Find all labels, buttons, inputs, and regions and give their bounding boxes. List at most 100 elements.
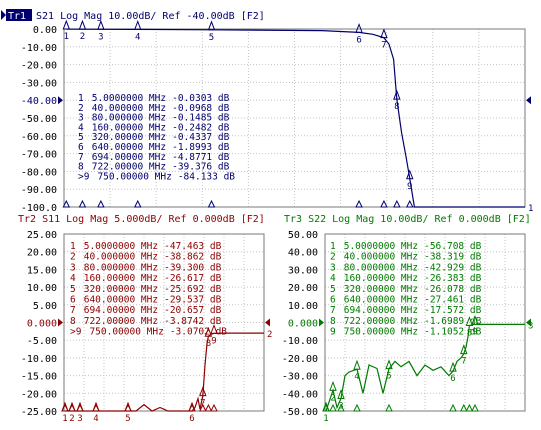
marker-readout-frequency: 40.000000 MHz [84,252,158,263]
marker-label: 3 [338,401,343,411]
marker-readout-row: 7 694.00000 MHz -17.572 dB [330,305,482,316]
marker-5-triangle[interactable] [207,20,216,31]
marker-readout-number: 3 [330,262,336,273]
tr1-tag-box[interactable] [6,9,32,21]
y-tick-label: -60.00 [21,132,57,143]
marker-label: 4 [135,32,140,42]
marker-readout-number: 6 [78,142,84,153]
marker-4-triangle[interactable] [134,20,142,30]
marker-readout-row: 6 640.00000 MHz -1.8993 dB [78,142,230,153]
marker-readout-value: -0.2482 dB [172,122,229,133]
marker-stimulus-icon [61,403,69,412]
marker-readout-number: 7 [330,305,336,316]
tr2-tag[interactable]: Tr2 [18,214,36,225]
marker-readout-value: -17.572 dB [424,305,481,316]
marker-readout-value: -1.8993 dB [172,142,229,153]
ref-level-left-arrow-icon[interactable] [58,96,63,105]
y-tick-label: -20.00 [282,354,318,365]
marker-6-triangle[interactable] [355,22,363,33]
marker-8-triangle[interactable] [204,326,213,337]
y-tick-label: 25.00 [27,230,57,241]
y-tick-label: -10.00 [282,336,318,347]
marker-readout-number: 2 [70,252,76,263]
marker-2-triangle[interactable] [78,19,87,30]
y-tick-label: -25.00 [21,407,57,418]
marker-8-triangle[interactable] [393,89,401,100]
y-tick-label: -30.00 [21,78,57,89]
y-tick-label: -70.00 [21,150,57,161]
tr2-chart[interactable]: 25.00 20.00 15.00 10.00 5.00 0.000 -5.00 -10.00… [21,230,273,424]
marker-stimulus-icon [322,403,330,412]
marker-readout-row: 5 320.00000 MHz -0.4337 dB [78,132,230,143]
marker-readout-number: 9 [330,327,336,338]
marker-readout-number: 1 [78,93,84,104]
tr3-tag[interactable]: Tr3 [284,214,302,225]
marker-label: 9 [211,336,216,346]
y-tick-label: -5.00 [27,336,57,347]
y-tick-label: -100.0 [21,203,57,214]
marker-8-triangle[interactable] [465,316,474,327]
marker-stimulus-icon [393,199,401,208]
marker-readout-number: 4 [70,273,76,284]
marker-5-triangle[interactable] [385,359,393,370]
y-tick-label: 10.00 [27,283,57,294]
marker-label: 6 [189,414,194,424]
marker-3-triangle[interactable] [337,389,345,399]
ref-level-left-arrow-icon[interactable] [58,318,63,327]
marker-stimulus-icon [78,199,87,208]
marker-readout-number: 7 [70,305,76,316]
marker-9-triangle[interactable] [210,323,218,334]
marker-stimulus-icon [459,403,468,412]
tr1-end-marker: 1 [528,204,533,214]
marker-readout-row: 2 40.000000 MHz -38.319 dB [330,252,482,263]
marker-9-triangle[interactable] [406,169,414,180]
marker-readout-value: -20.657 dB [164,305,221,316]
ref-level-right-arrow-icon[interactable] [526,318,531,327]
marker-readout-number: 3 [78,113,84,124]
marker-readout-row: 6 640.00000 MHz -29.537 dB [70,295,222,306]
marker-1-triangle[interactable] [62,19,71,30]
marker-readout-row: 1 5.0000000 MHz -0.0303 dB [78,93,230,104]
marker-stimulus-icon [329,403,337,412]
tr3-chart[interactable]: 50.00 40.00 30.00 20.00 10.00 0.000 -10.00 -20.… [282,230,534,424]
marker-readout-value: -26.383 dB [424,273,481,284]
marker-readout-row: 8 722.00000 MHz -3.8742 dB [70,316,222,327]
marker-readout-value: -3.0702 dB [170,327,227,338]
marker-readout-number: 5 [330,284,336,295]
marker-readout-row: 6 640.00000 MHz -27.461 dB [330,295,482,306]
marker-readout-number: 7 [78,152,84,163]
ref-level-left-arrow-icon[interactable] [319,318,324,327]
marker-3-triangle[interactable] [97,19,105,30]
tr1-chart[interactable]: 0.00 -10.00 -20.00 -30.00 -40.00 -50.00 -60.00… [21,19,534,214]
marker-label: 3 [77,414,82,424]
marker-7-triangle[interactable] [380,28,388,39]
marker-stimulus-icon [207,199,216,208]
marker-stimulus-icon [465,403,474,412]
marker-readout-value: -84.133 dB [178,171,235,182]
ref-level-right-arrow-icon[interactable] [265,318,270,327]
marker-stimulus-icon [471,403,479,412]
marker-label: 2 [80,32,85,42]
marker-stimulus-icon [385,403,393,412]
tr3-title-text: S22 Log Mag 10.00dB/ Ref 0.000dB [F2] [308,214,531,225]
marker-4-triangle[interactable] [353,359,361,370]
marker-2-triangle[interactable] [329,380,337,391]
marker-readout-frequency: 722.00000 MHz [344,316,418,327]
marker-9-triangle[interactable] [471,315,479,325]
marker-readout-number: 4 [78,122,84,133]
y-tick-label: 0.000 [288,319,318,330]
marker-6-triangle[interactable] [449,361,457,372]
marker-readout-number: 8 [70,316,76,327]
marker-7-triangle[interactable] [199,386,207,397]
marker-7-triangle[interactable] [460,344,468,355]
y-tick-label: 50.00 [288,230,318,241]
tr2-marker-table: 1 5.0000000 MHz -47.463 dB 2 40.000000 MHz -… [70,241,227,338]
tr1-trace-line [66,28,525,208]
marker-readout-row: >9 750.00000 MHz -84.133 dB [78,171,235,182]
ref-level-right-arrow-icon[interactable] [526,96,531,105]
marker-stimulus-icon [68,403,76,412]
marker-readout-row: 3 80.000000 MHz -0.1485 dB [78,113,230,124]
marker-readout-frequency: 320.00000 MHz [84,284,158,295]
marker-label: 6 [450,374,455,384]
